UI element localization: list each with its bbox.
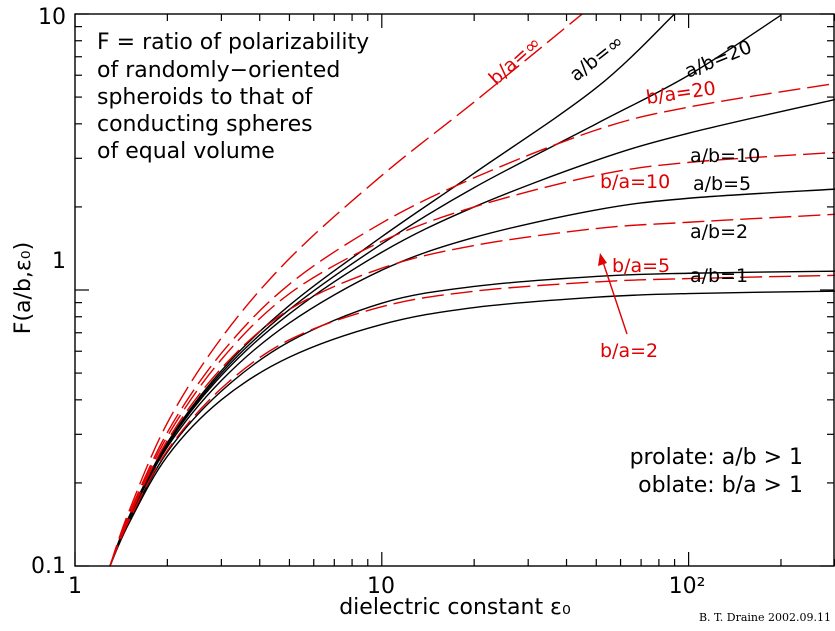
label-a-b-20: a/b=20 <box>682 36 755 83</box>
note-line-3: spheroids to that of <box>97 85 314 110</box>
axis-ticks <box>74 13 835 567</box>
legend-oblate: oblate: b/a > 1 <box>638 473 803 498</box>
label-a-b-5: a/b=5 <box>693 173 751 195</box>
label-b-a-inf: b/a=∞ <box>485 32 546 90</box>
curve-oblate-b-a- <box>109 14 583 566</box>
legend-prolate: prolate: a/b > 1 <box>630 445 803 470</box>
curve-oblate-b-a-2 <box>109 274 835 566</box>
b-a-2-arrow-head <box>598 253 607 266</box>
plot-curves <box>109 14 835 566</box>
note-line-4: conducting spheres <box>97 112 313 137</box>
label-a-b-1: a/b=1 <box>690 265 748 287</box>
label-a-b-10: a/b=10 <box>690 145 760 167</box>
credit-text: B. T. Draine 2002.09.11 <box>699 611 831 624</box>
b-a-2-arrow-line <box>601 258 628 335</box>
x-tick-label-1: 1 <box>68 574 82 599</box>
x-tick-label-10: 10 <box>367 574 395 599</box>
curve-prolate-a-b-5 <box>109 188 835 566</box>
plot-frame <box>74 13 835 567</box>
label-b-a-10: b/a=10 <box>600 171 670 193</box>
note-line-5: of equal volume <box>97 139 275 164</box>
label-a-b-inf: a/b=∞ <box>566 31 628 86</box>
y-tick-label-1: 1 <box>52 249 66 274</box>
x-tick-label-100: 10² <box>669 574 706 599</box>
description-note: F = ratio of polarizability of randomly−… <box>97 30 369 164</box>
curve-prolate-a-b-1 <box>109 290 835 566</box>
curve-oblate-b-a-20 <box>109 82 835 566</box>
curve-oblate-b-a-10 <box>109 151 835 566</box>
curve-oblate-b-a-5 <box>109 213 835 566</box>
label-b-a-5: b/a=5 <box>612 255 670 277</box>
y-tick-label-10: 10 <box>38 5 66 30</box>
note-line-1: F = ratio of polarizability <box>97 30 369 55</box>
note-line-2: of randomly−oriented <box>97 58 340 83</box>
y-tick-label-0-1: 0.1 <box>31 554 66 579</box>
y-axis-label: F(a/b,ε₀) <box>11 242 36 334</box>
curve-prolate-a-b-2 <box>109 270 835 566</box>
label-b-a-2: b/a=2 <box>600 340 658 362</box>
shape-legend: prolate: a/b > 1 oblate: b/a > 1 <box>630 445 803 498</box>
x-axis-label: dielectric constant ε₀ <box>339 595 571 620</box>
label-a-b-2: a/b=2 <box>690 221 748 243</box>
